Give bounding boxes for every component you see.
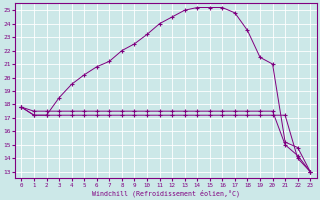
X-axis label: Windchill (Refroidissement éolien,°C): Windchill (Refroidissement éolien,°C)	[92, 189, 240, 197]
